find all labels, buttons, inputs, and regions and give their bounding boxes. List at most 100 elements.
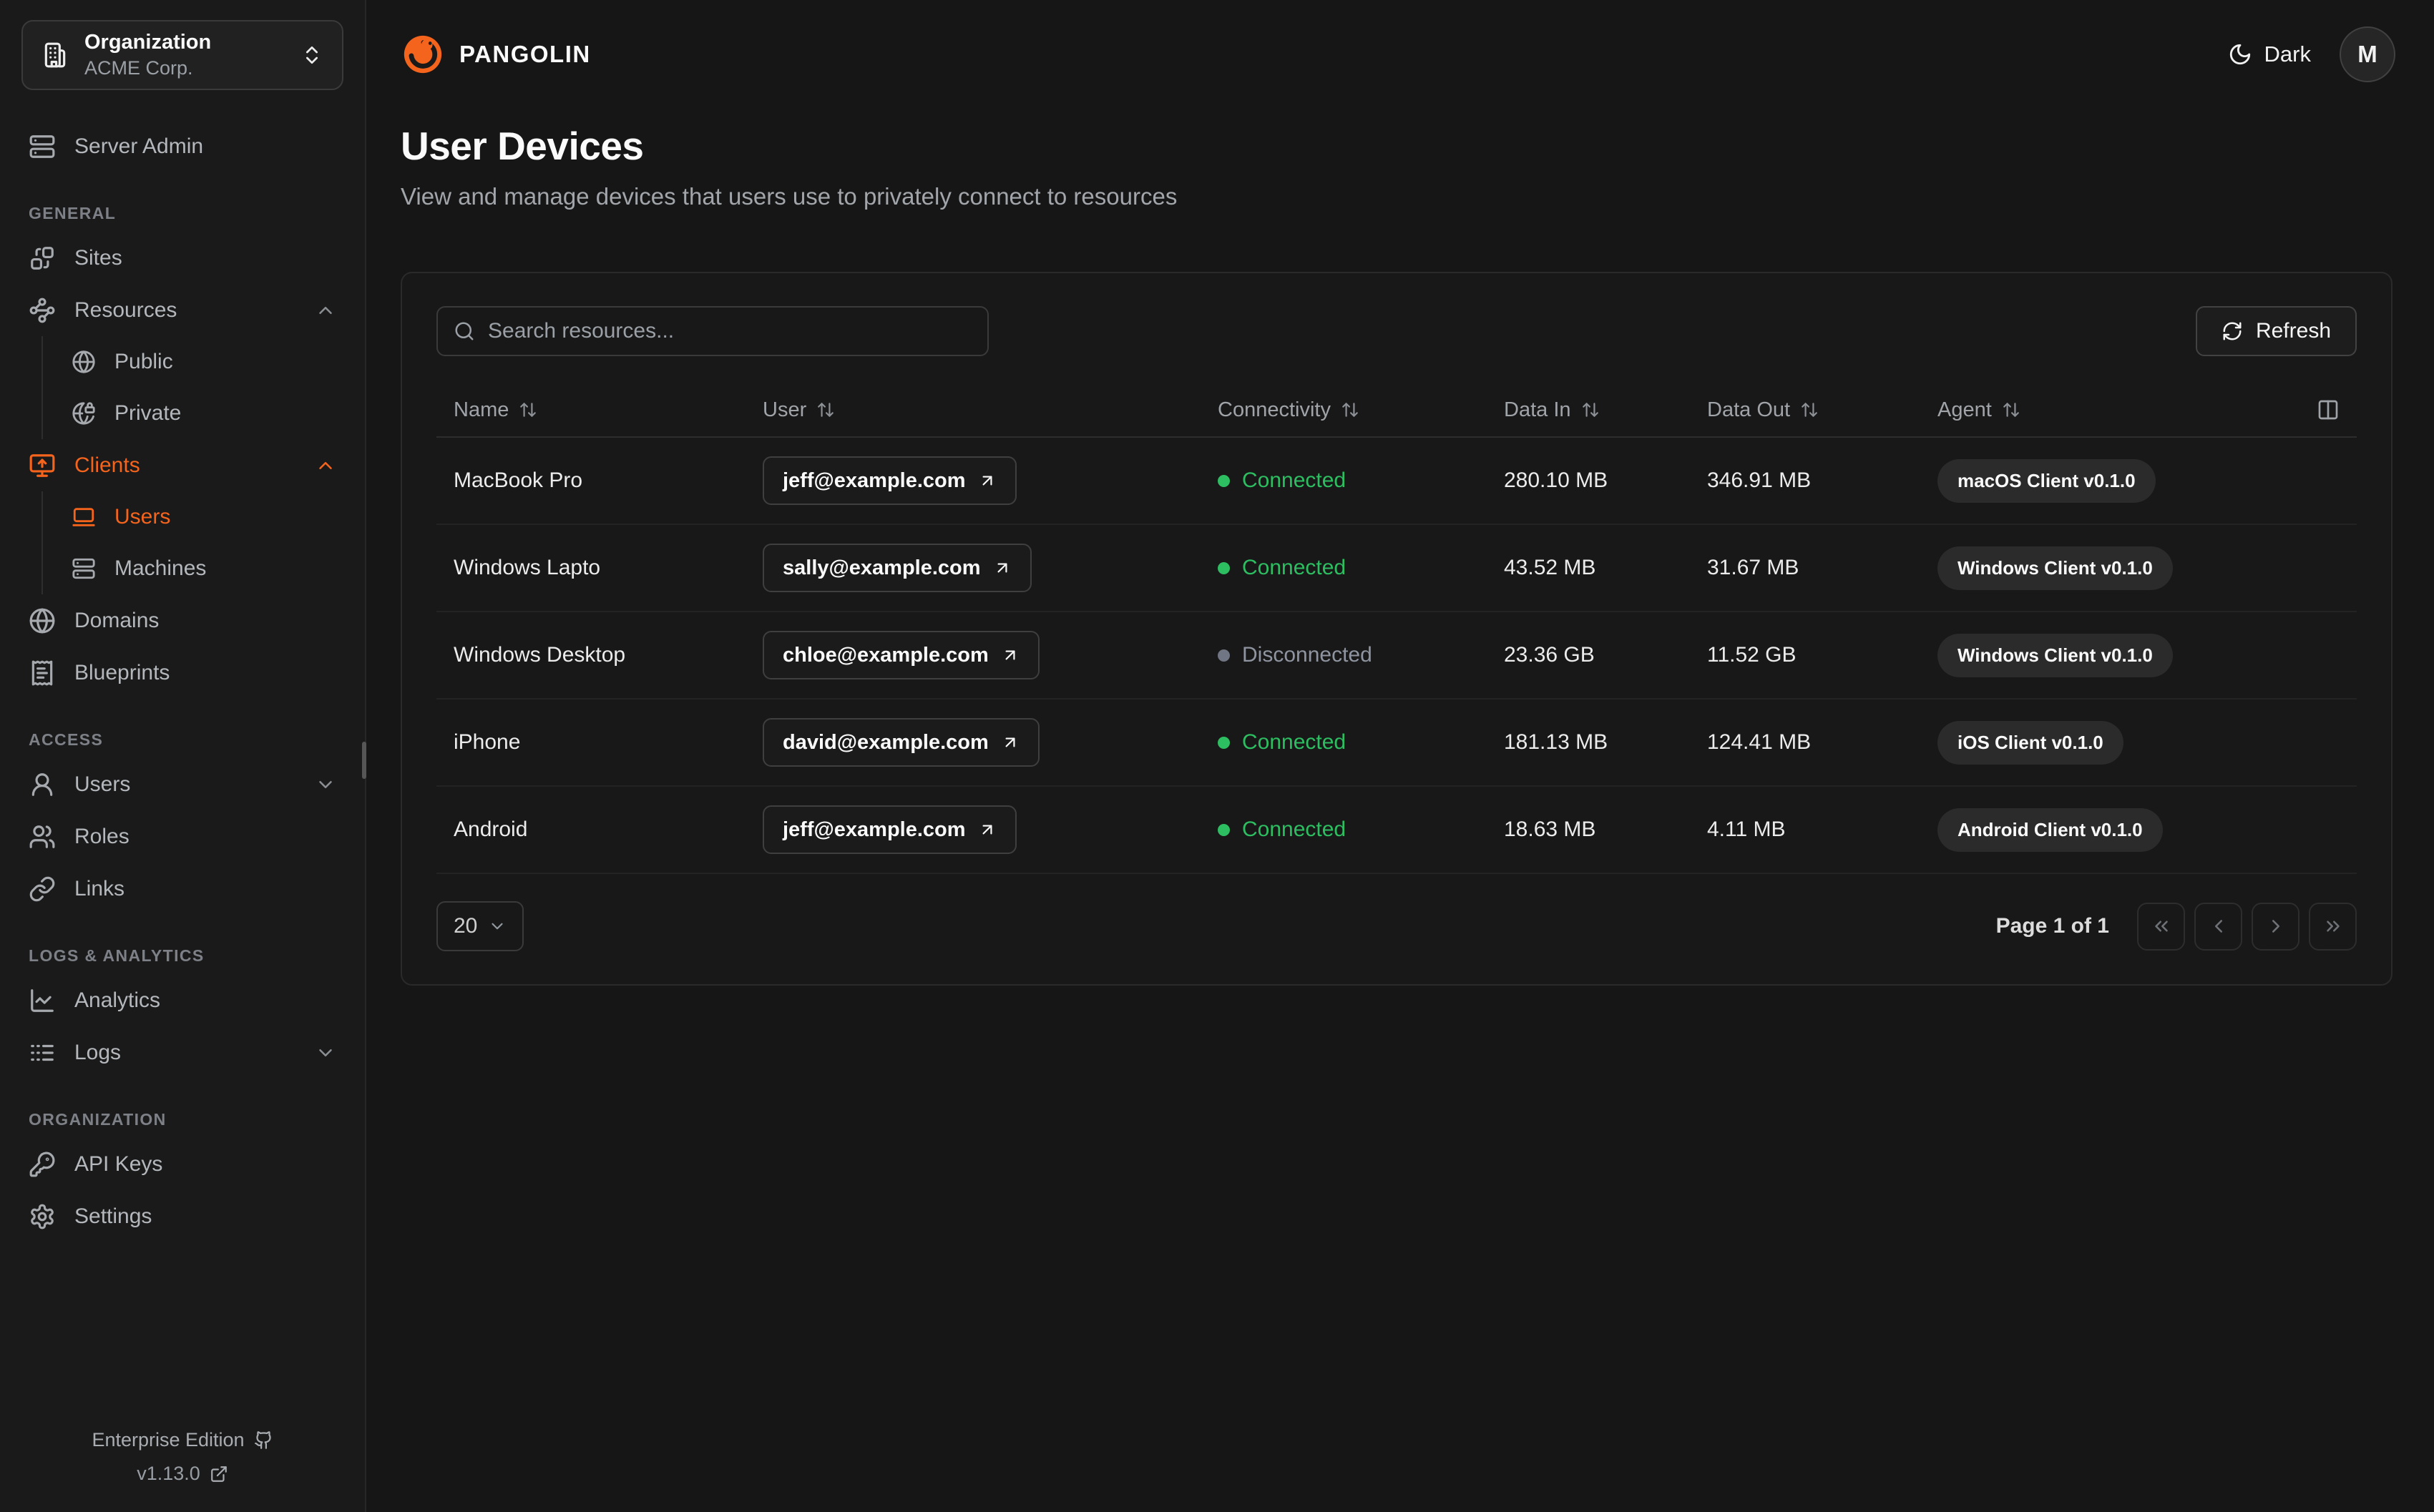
avatar[interactable]: M [2340, 26, 2395, 82]
user-link[interactable]: chloe@example.com [763, 631, 1040, 679]
table-row: iPhone david@example.com Connected 181.13 M… [436, 699, 2357, 787]
sidebar-sublist-clients: Users Machines [41, 491, 336, 594]
sidebar-item-label: Users [74, 772, 131, 796]
col-header-user[interactable]: User [763, 398, 1218, 422]
page-title: User Devices [401, 124, 644, 168]
org-selector-label: Organization [84, 31, 212, 54]
sidebar-item-machines[interactable]: Machines [72, 543, 336, 594]
globe-icon [29, 607, 56, 634]
sidebar-item-public[interactable]: Public [72, 336, 336, 388]
sidebar-item-api-keys[interactable]: API Keys [29, 1138, 336, 1190]
col-header-connectivity[interactable]: Connectivity [1218, 398, 1504, 422]
sort-icon [519, 401, 537, 419]
sidebar-item-resources[interactable]: Resources [29, 284, 336, 336]
sort-icon [1800, 401, 1819, 419]
connectivity-cell: Connected [1218, 818, 1504, 842]
sidebar-item-domains[interactable]: Domains [29, 594, 336, 647]
table-header-row: Name User Connectivity Data In Data Out Agent [436, 383, 2357, 438]
main-area: PANGOLIN Dark M User Devices View and ma… [366, 0, 2434, 1512]
data-in-value: 181.13 MB [1504, 730, 1608, 754]
devices-table: Name User Connectivity Data In Data Out Agent… [436, 383, 2357, 874]
col-header-data_in[interactable]: Data In [1504, 398, 1707, 422]
user-link[interactable]: jeff@example.com [763, 456, 1017, 505]
sort-icon [2002, 401, 2020, 419]
table-row: MacBook Pro jeff@example.com Connected 280.… [436, 438, 2357, 525]
pager: Page 1 of 1 [1996, 902, 2357, 951]
data-out-value: 346.91 MB [1707, 468, 1812, 492]
org-selector[interactable]: Organization ACME Corp. [21, 20, 343, 90]
device-name: MacBook Pro [454, 468, 583, 492]
col-header-name[interactable]: Name [454, 398, 763, 422]
search-input[interactable] [488, 319, 972, 343]
sidebar-section-label: ACCESS [29, 730, 104, 749]
search-icon [454, 320, 475, 342]
status-dot [1218, 561, 1230, 574]
server-icon [29, 133, 56, 160]
user-icon [29, 771, 56, 798]
sidebar-item-links[interactable]: Links [29, 863, 336, 915]
sidebar-item-roles[interactable]: Roles [29, 810, 336, 863]
brand[interactable]: PANGOLIN [401, 32, 591, 77]
sidebar-item-users[interactable]: Users [72, 491, 336, 543]
user-link[interactable]: david@example.com [763, 718, 1040, 767]
avatar-initial: M [2357, 41, 2377, 67]
sidebar-item-sites[interactable]: Sites [29, 232, 336, 284]
user-email: jeff@example.com [783, 818, 966, 841]
globe-lock-icon [72, 401, 96, 426]
prev-page-button[interactable] [2194, 902, 2242, 951]
key-icon [29, 1151, 56, 1178]
page-size-select[interactable]: 20 [436, 901, 524, 951]
sidebar-item-label: Public [114, 350, 173, 373]
gear-icon [29, 1203, 56, 1230]
sidebar: Organization ACME Corp. Server Admin GENE… [0, 0, 366, 1512]
server-icon [72, 556, 96, 581]
data-in-value: 23.36 GB [1504, 643, 1595, 667]
first-page-button[interactable] [2137, 902, 2185, 951]
sidebar-item-private[interactable]: Private [72, 388, 336, 439]
search-box [436, 306, 989, 356]
sidebar-section-label: LOGS & ANALYTICS [29, 946, 205, 965]
col-header-data_out[interactable]: Data Out [1707, 398, 1937, 422]
table-row: Android jeff@example.com Connected 18.63 MB… [436, 787, 2357, 874]
last-page-button[interactable] [2309, 902, 2357, 951]
col-header-agent[interactable]: Agent [1937, 398, 2275, 422]
sidebar-item-label: Private [114, 401, 182, 425]
globe-icon [72, 350, 96, 374]
chevron-right-icon [2265, 915, 2287, 937]
device-name: iPhone [454, 730, 521, 754]
chevron-up-icon [315, 455, 336, 476]
connectivity-status: Connected [1242, 818, 1346, 841]
topbar: PANGOLIN Dark M [366, 0, 2434, 109]
version-link[interactable]: v1.13.0 [14, 1463, 351, 1485]
chevron-left-icon [2208, 915, 2229, 937]
sidebar-item-users-access[interactable]: Users [29, 758, 336, 810]
sidebar-item-analytics[interactable]: Analytics [29, 974, 336, 1026]
user-email: sally@example.com [783, 556, 981, 579]
sidebar-scrollbar-thumb[interactable] [362, 742, 366, 779]
connectivity-status: Connected [1242, 730, 1346, 754]
device-name: Windows Lapto [454, 556, 601, 579]
sidebar-item-settings[interactable]: Settings [29, 1190, 336, 1242]
user-link[interactable]: sally@example.com [763, 544, 1032, 592]
list-icon [29, 1039, 56, 1066]
page-head: User Devices View and manage devices tha… [366, 109, 2434, 210]
sidebar-item-label: Machines [114, 556, 207, 580]
sidebar-item-server-admin[interactable]: Server Admin [29, 120, 336, 172]
agent-badge: Windows Client v0.1.0 [1937, 633, 2173, 677]
edition-link[interactable]: Enterprise Edition [14, 1429, 351, 1451]
column-visibility-button[interactable] [2317, 398, 2340, 421]
refresh-button[interactable]: Refresh [2195, 306, 2357, 356]
theme-toggle[interactable]: Dark [2228, 41, 2311, 67]
next-page-button[interactable] [2252, 902, 2299, 951]
sidebar-item-blueprints[interactable]: Blueprints [29, 647, 336, 699]
user-link[interactable]: jeff@example.com [763, 805, 1017, 854]
sidebar-item-label: Roles [74, 824, 129, 848]
col-header-label: Name [454, 398, 509, 421]
agent-badge: macOS Client v0.1.0 [1937, 458, 2156, 503]
sidebar-item-clients[interactable]: Clients [29, 439, 336, 491]
sidebar-item-label: Analytics [74, 988, 161, 1012]
chevron-up-icon [315, 300, 336, 321]
device-name: Android [454, 818, 528, 841]
monitor-up-icon [29, 452, 56, 479]
sidebar-item-logs[interactable]: Logs [29, 1026, 336, 1079]
